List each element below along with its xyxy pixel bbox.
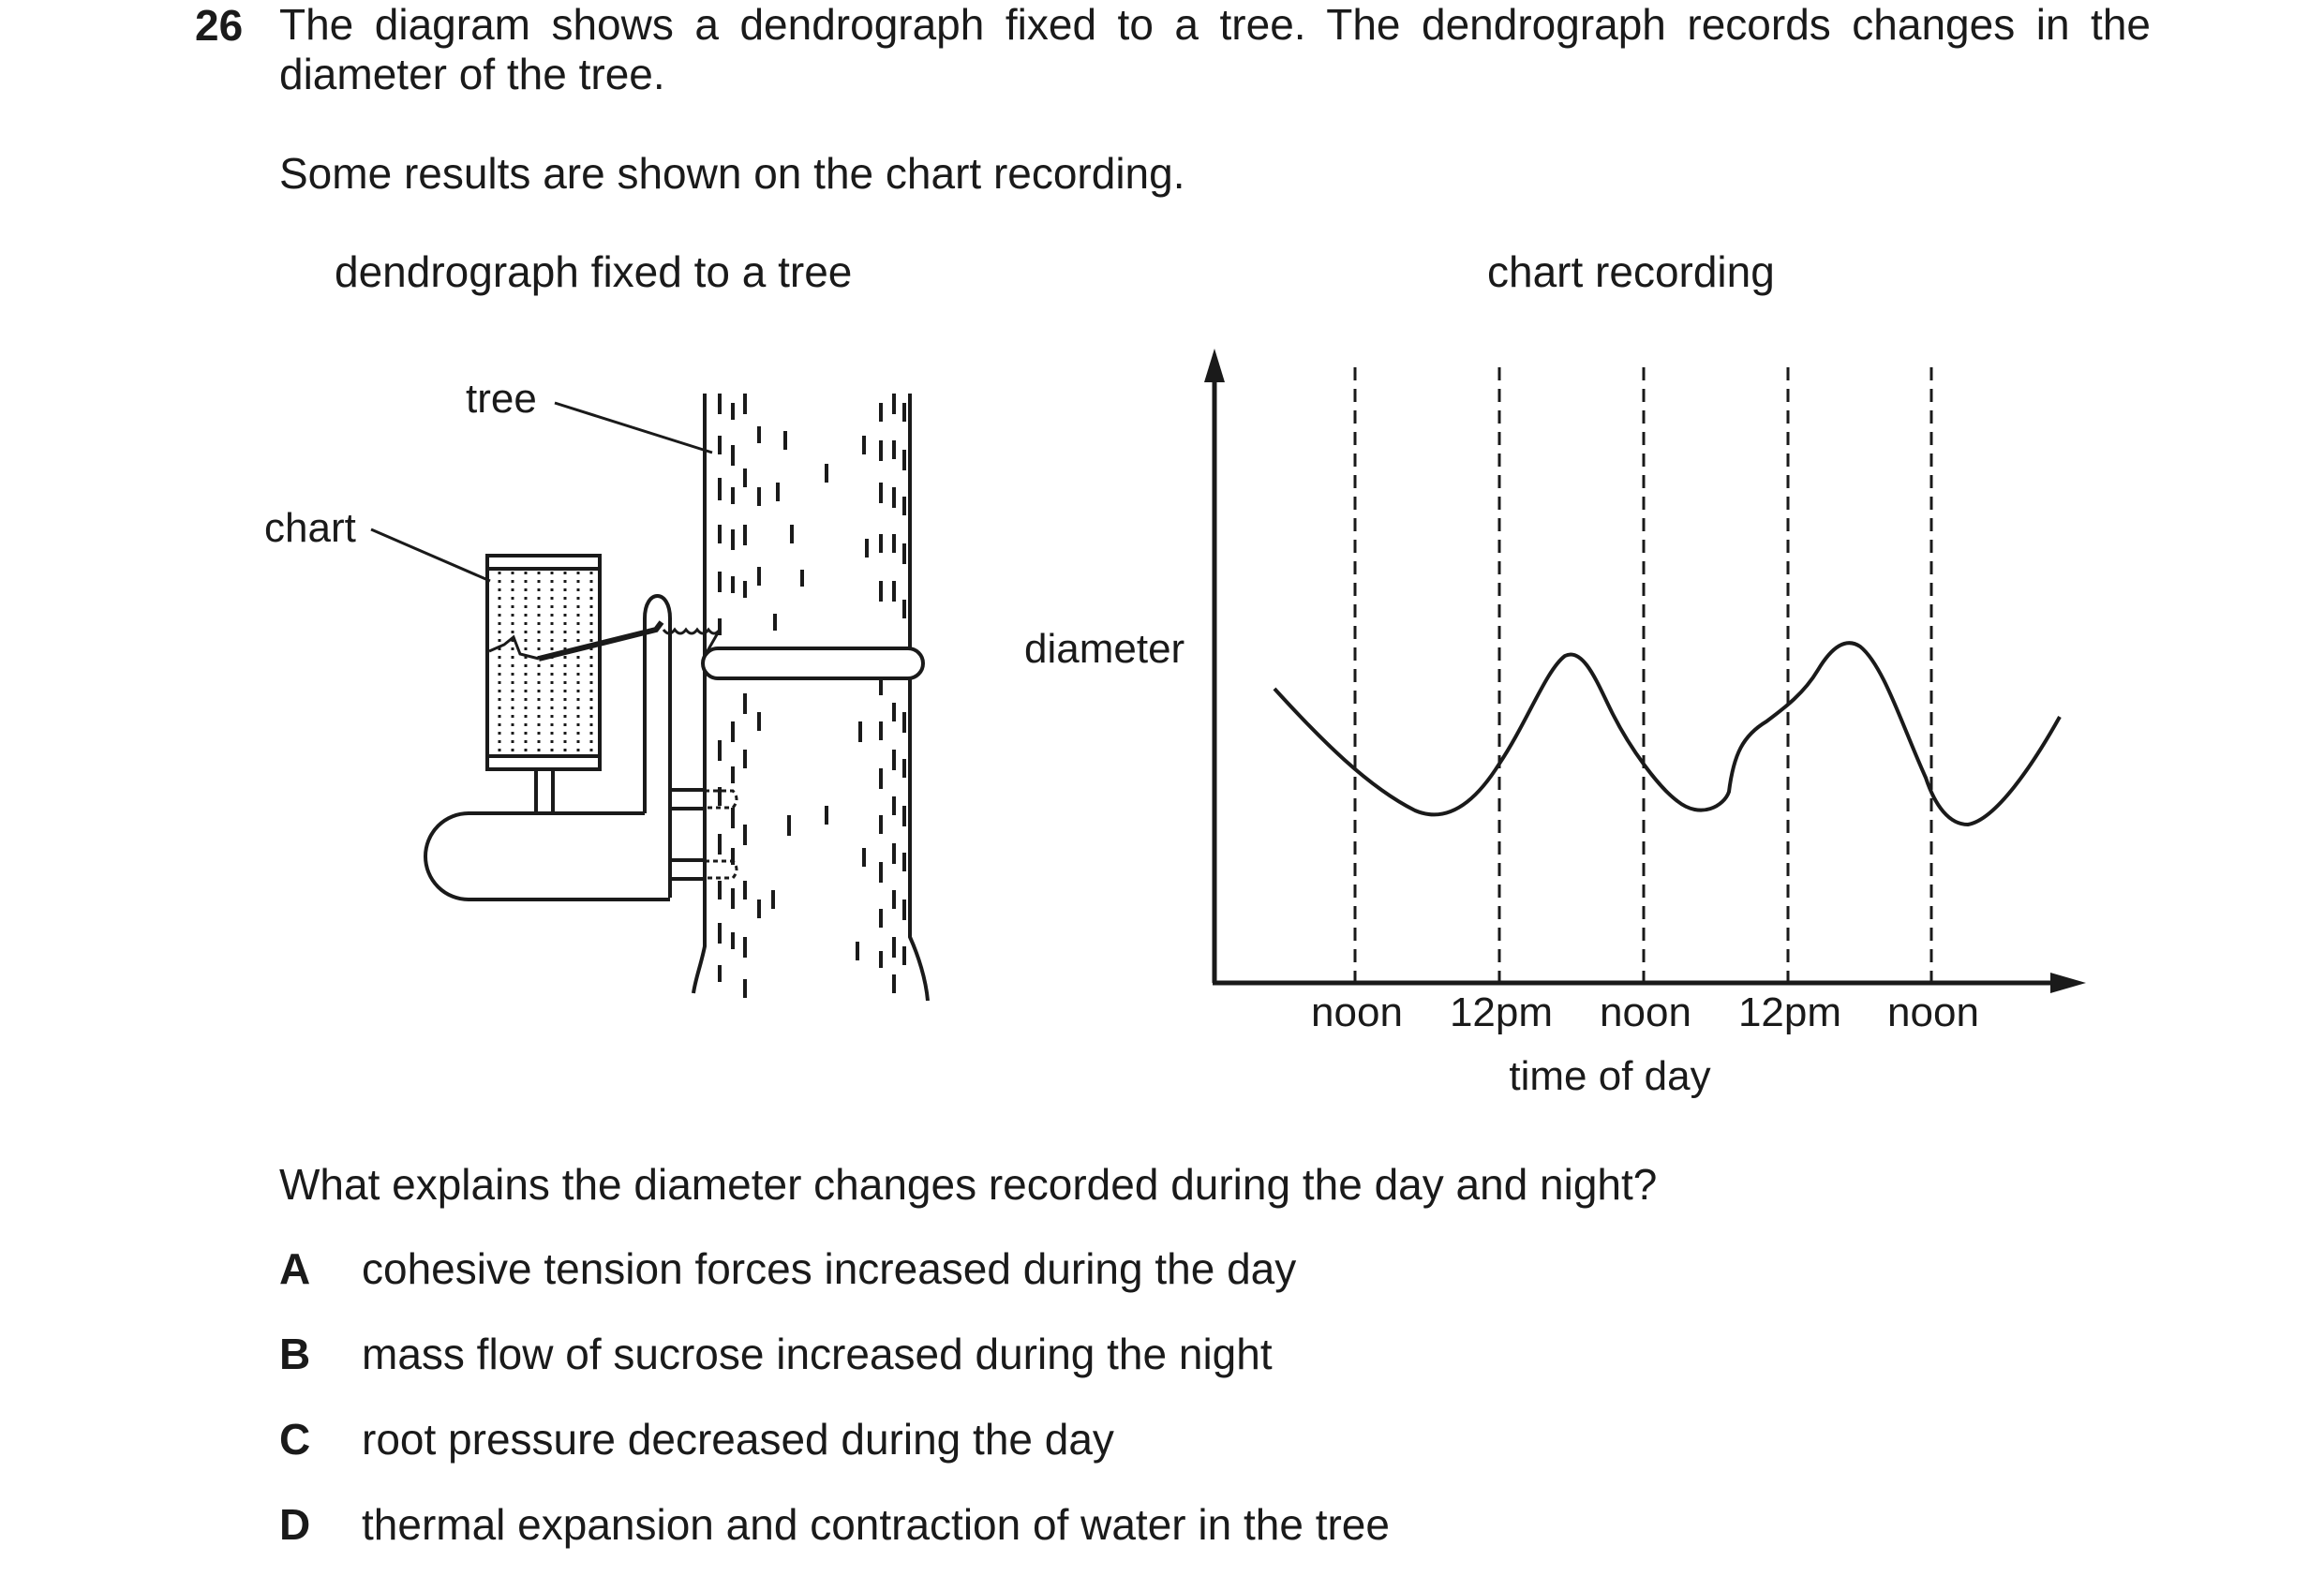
question-prompt: What explains the diameter changes recor… (279, 1160, 1658, 1209)
question-intro: Some results are shown on the chart reco… (279, 149, 1185, 198)
dendrograph-diagram (370, 394, 930, 1002)
tree-band (701, 647, 925, 680)
tree-leader-line (554, 401, 713, 454)
chart-recording (1204, 349, 2086, 993)
spring-coil (662, 627, 722, 657)
x-axis-label: time of day (1509, 1053, 1710, 1099)
x-tick-label: noon (1311, 989, 1403, 1035)
question-stem: The diagram shows a dendrograph fixed to… (279, 0, 2151, 98)
x-tick-labels: noon 12pm noon 12pm noon (1311, 989, 1979, 1035)
y-axis-arrow (1204, 349, 1225, 382)
option-letter: A (279, 1244, 311, 1293)
x-axis-arrow (2050, 973, 2086, 993)
chart-label: chart (264, 505, 356, 551)
option-text: thermal expansion and contraction of wat… (362, 1500, 1390, 1549)
option-text: cohesive tension forces increased during… (362, 1244, 1297, 1293)
x-tick-label: noon (1600, 989, 1691, 1035)
pen-arm (538, 620, 664, 662)
chart-recording-caption: chart recording (1487, 247, 1775, 296)
chart-leader-line (370, 528, 491, 583)
tree-trunk (692, 394, 930, 1002)
figure-area: tree chart diameter noon 12pm noon 12pm … (264, 349, 2086, 1099)
bark-texture (718, 394, 906, 998)
mounting-screws (670, 788, 738, 881)
option-letter: D (279, 1500, 311, 1549)
y-axis-label: diameter (1024, 626, 1184, 672)
dendrograph-caption: dendrograph fixed to a tree (335, 247, 853, 296)
x-tick-label: 12pm (1738, 989, 1841, 1035)
option-text: mass flow of sucrose increased during th… (362, 1330, 1273, 1378)
tree-label: tree (466, 376, 537, 422)
diameter-trace (1273, 641, 2062, 827)
time-gridlines (1353, 367, 1933, 983)
option-letter: B (279, 1330, 311, 1378)
option-text: root pressure decreased during the day (362, 1415, 1114, 1464)
option-letter: C (279, 1415, 311, 1464)
question-number: 26 (195, 1, 244, 50)
x-tick-label: 12pm (1450, 989, 1553, 1035)
support-post (643, 594, 672, 898)
chart-drum (485, 554, 602, 771)
base-housing (424, 811, 670, 901)
drum-spindle (534, 769, 555, 813)
x-tick-label: noon (1887, 989, 1979, 1035)
